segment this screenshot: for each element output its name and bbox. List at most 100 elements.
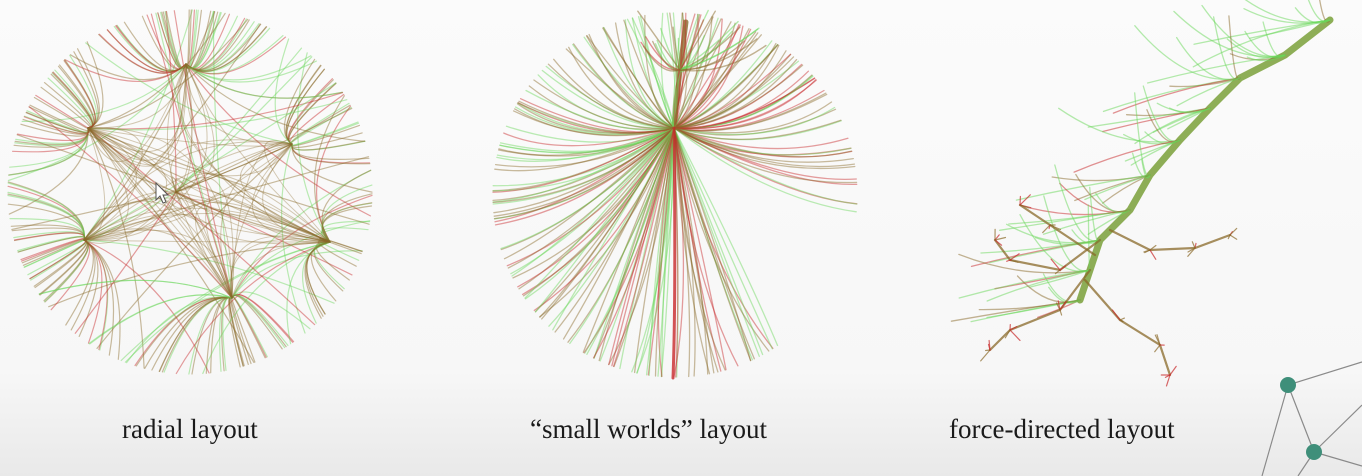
graph-edge — [57, 65, 95, 129]
graph-edge — [205, 297, 233, 374]
graph-edge — [673, 18, 723, 129]
graph-edge — [291, 140, 366, 151]
graph-edge — [83, 239, 108, 351]
graph-edge — [83, 127, 106, 241]
graph-edge — [611, 127, 675, 367]
graph-edge — [287, 79, 334, 145]
graph-edge — [160, 11, 187, 70]
graph-edge — [545, 65, 675, 129]
graph-edge — [612, 127, 675, 367]
graph-edge — [552, 127, 675, 331]
graph-edge — [87, 99, 348, 131]
graph-edge — [11, 191, 177, 231]
graph-edge — [175, 143, 293, 193]
graph-edge — [175, 191, 331, 243]
graph-edge — [69, 54, 187, 81]
branch-edge — [1083, 278, 1172, 377]
graph-edge — [673, 42, 777, 129]
graph-edge — [70, 239, 96, 331]
graph-edge — [7, 182, 85, 241]
graph-edge — [87, 127, 331, 243]
graph-edge — [175, 241, 331, 375]
graph-edge — [83, 143, 293, 241]
graph-edge — [9, 217, 85, 241]
graph-edge — [170, 139, 293, 193]
graph-edge — [673, 127, 727, 371]
graph-edge — [83, 239, 335, 304]
graph-edge — [626, 18, 675, 129]
graph-edge — [494, 127, 675, 168]
graph-edge — [290, 102, 350, 145]
leaf-edge — [1154, 344, 1161, 353]
graph-edge — [318, 239, 360, 261]
graph-edge — [287, 78, 333, 145]
leaf-edge — [1169, 365, 1177, 376]
graph-edge — [498, 127, 675, 157]
graph-edge — [613, 127, 675, 368]
graph-edge — [185, 10, 214, 69]
graph-edge — [599, 127, 675, 362]
graph-edge — [83, 127, 129, 241]
graph-edge — [188, 297, 233, 375]
graph-edge — [116, 24, 187, 72]
graph-edge — [619, 127, 675, 370]
graph-edge — [673, 75, 814, 129]
graph-edge — [673, 14, 701, 129]
leaf-edge — [994, 236, 1007, 241]
force-directed-layout-caption: force-directed layout — [949, 414, 1175, 444]
graph-edge — [21, 238, 86, 262]
graph-edge — [51, 72, 93, 129]
graph-edge — [33, 239, 88, 287]
graph-edge — [231, 294, 287, 348]
graph-edge — [25, 111, 90, 133]
graph-edge — [673, 92, 827, 132]
graph-edge — [321, 193, 373, 243]
graph-edge — [291, 143, 373, 193]
graph-edge — [283, 58, 316, 145]
leaf-edge — [1165, 374, 1171, 387]
graph-edge — [155, 12, 233, 299]
graph-edge — [673, 79, 817, 130]
graph-edge — [157, 12, 187, 70]
graph-edge — [673, 127, 779, 347]
graph-edge — [499, 127, 675, 154]
graph-edge — [35, 94, 91, 130]
graph-edge — [16, 134, 177, 193]
graph-edge — [175, 107, 353, 193]
graph-edge — [87, 127, 233, 299]
graph-edge — [83, 239, 331, 243]
graph-edge — [175, 47, 303, 193]
graph-edge — [123, 21, 187, 71]
graph-edge — [631, 127, 675, 373]
graph-edge — [1167, 107, 1211, 130]
leaf-edge — [1227, 234, 1231, 240]
graph-edge — [494, 127, 675, 172]
graph-edge — [321, 202, 373, 243]
graph-edge — [673, 43, 779, 129]
graph-edge — [673, 24, 741, 129]
graph-edge — [673, 127, 722, 372]
graph-edge — [661, 127, 675, 378]
graph-edge — [74, 191, 177, 334]
graph-edge — [602, 27, 675, 129]
graph-edge — [185, 9, 195, 69]
graph-edge — [673, 127, 715, 374]
graph-edge — [12, 127, 89, 153]
graph-edge — [567, 127, 675, 343]
graph-edge — [291, 140, 366, 151]
graph-edge — [666, 12, 677, 129]
graph-edge — [980, 239, 1101, 254]
graph-edge — [315, 105, 352, 243]
radial-layout-caption: radial layout — [122, 414, 258, 444]
graph-edge — [586, 35, 675, 129]
graph-edge — [672, 12, 678, 129]
graph-edge — [525, 89, 675, 131]
graph-edge — [175, 186, 331, 243]
graph-edge — [30, 239, 87, 281]
graph-edge — [21, 63, 187, 123]
leaf-edge — [1055, 302, 1061, 311]
leaf-edge — [1042, 224, 1051, 234]
graph-edge — [185, 9, 192, 69]
graph-edge — [514, 106, 675, 136]
graph-edge — [89, 294, 233, 345]
